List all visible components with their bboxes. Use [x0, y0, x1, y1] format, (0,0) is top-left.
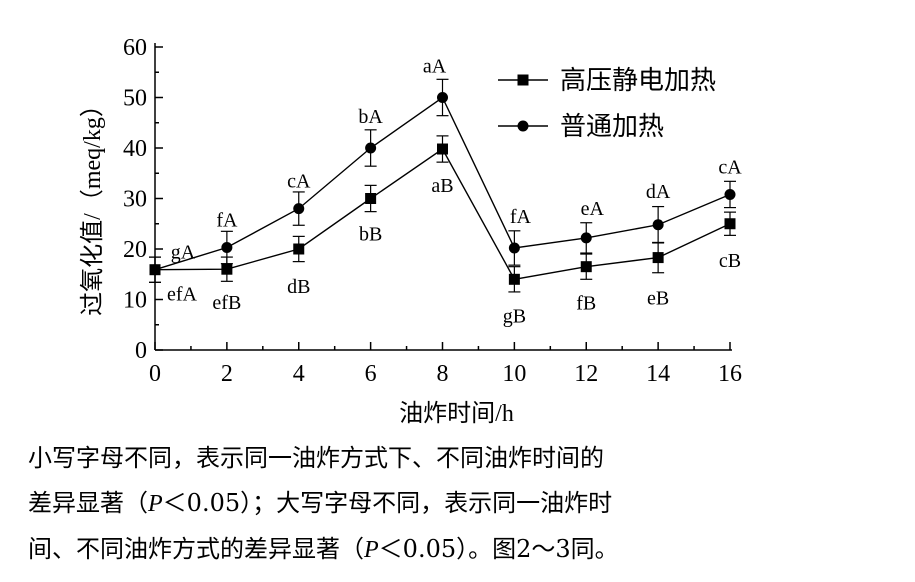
axes: 0 10 20 30 40 50 60 0 2 4 6 8 10 12 14 16 油炸时间/h 过氧化值/（me… [79, 35, 742, 427]
series-normal: gA fA cA bA aA fA eA dA cA [149, 56, 742, 283]
x-tick-label: 16 [718, 361, 742, 387]
significance-label: fB [576, 293, 596, 315]
y-tick-label: 30 [123, 187, 147, 213]
significance-label: efB [212, 292, 241, 314]
circle-marker [652, 219, 664, 231]
p-symbol: P [148, 491, 163, 517]
x-tick-label: 2 [221, 361, 233, 387]
circle-marker [293, 203, 305, 215]
y-axis-title: 过氧化值/（meq/kg） [79, 93, 106, 316]
significance-label: fA [510, 206, 532, 228]
y-tick-label: 10 [123, 288, 147, 314]
figure-caption: 小写字母不同，表示同一油炸方式下、不同油炸时间的 差异显著（P＜0.05）；大写… [28, 436, 898, 573]
caption-text: 差异显著（ [28, 489, 148, 517]
caption-line-3: 间、不同油炸方式的差异显著（P＜0.05）。图2～3同。 [28, 527, 898, 573]
significance-label: efA [167, 284, 198, 306]
significance-label: aA [423, 56, 447, 78]
significance-label: eB [647, 288, 669, 310]
square-marker [508, 273, 520, 285]
series-high-voltage: efA efB dB bB aB gB fB eB cB [149, 135, 741, 327]
x-tick-label: 4 [293, 361, 305, 387]
caption-text: ＜0.05）；大写字母不同，表示同一油炸时 [162, 489, 613, 517]
significance-label: cA [718, 156, 742, 178]
square-marker [365, 193, 377, 204]
circle-marker [149, 264, 161, 276]
significance-label: cB [719, 250, 741, 272]
significance-label: bA [358, 106, 383, 128]
caption-text: 间、不同油炸方式的差异显著（ [28, 535, 364, 563]
caption-text: 小写字母不同，表示同一油炸方式下、不同油炸时间的 [28, 444, 604, 472]
circle-marker [365, 142, 377, 154]
circle-marker [221, 241, 233, 253]
circle-marker [580, 232, 592, 244]
square-marker [724, 218, 736, 230]
square-marker [652, 252, 664, 264]
circle-marker [437, 92, 448, 103]
significance-label: gB [503, 305, 526, 327]
x-tick-label: 0 [149, 361, 161, 387]
y-tick-label: 40 [123, 136, 147, 162]
significance-label: fA [216, 209, 238, 231]
y-tick-label: 50 [123, 86, 147, 112]
caption-line-1: 小写字母不同，表示同一油炸方式下、不同油炸时间的 [28, 436, 898, 481]
legend-item: 普通加热 [498, 112, 664, 141]
legend-label: 普通加热 [560, 112, 664, 141]
circle-marker [724, 188, 736, 200]
x-axis-title: 油炸时间/h [399, 400, 514, 427]
x-tick-label: 12 [574, 361, 598, 387]
legend-item: 高压静电加热 [498, 66, 716, 95]
series-line [154, 147, 731, 281]
p-symbol: P [364, 537, 379, 563]
x-tick-label: 6 [365, 361, 377, 387]
legend-label: 高压静电加热 [560, 66, 716, 95]
chart: 0 10 20 30 40 50 60 0 2 4 6 8 10 12 14 16 油炸时间/h 过氧化值/（me… [79, 35, 742, 427]
x-tick-label: 8 [437, 361, 449, 387]
square-marker [293, 243, 305, 255]
square-marker [580, 261, 592, 273]
x-tick-label: 10 [502, 361, 526, 387]
caption-line-2: 差异显著（P＜0.05）；大写字母不同，表示同一油炸时 [28, 481, 898, 527]
significance-label: dB [287, 276, 310, 298]
y-tick-label: 60 [123, 35, 147, 61]
circle-marker [508, 242, 520, 254]
significance-label: eA [581, 198, 605, 220]
series-layer: efA efB dB bB aB gB fB eB cB gA fA cA bA aA fA eA dA cA [149, 56, 742, 327]
square-marker [437, 143, 448, 155]
significance-label: aB [431, 175, 453, 197]
circle-marker [517, 120, 529, 132]
square-marker [221, 263, 233, 275]
y-tick-label: 20 [123, 237, 147, 263]
y-tick-label: 0 [135, 338, 147, 364]
significance-label: cA [287, 171, 311, 193]
caption-text: ＜0.05）。图2～3同。 [378, 535, 619, 563]
square-marker [517, 74, 529, 86]
x-tick-label: 14 [646, 361, 670, 387]
significance-label: bB [359, 224, 382, 246]
significance-label: gA [171, 242, 196, 264]
significance-label: dA [646, 181, 671, 203]
